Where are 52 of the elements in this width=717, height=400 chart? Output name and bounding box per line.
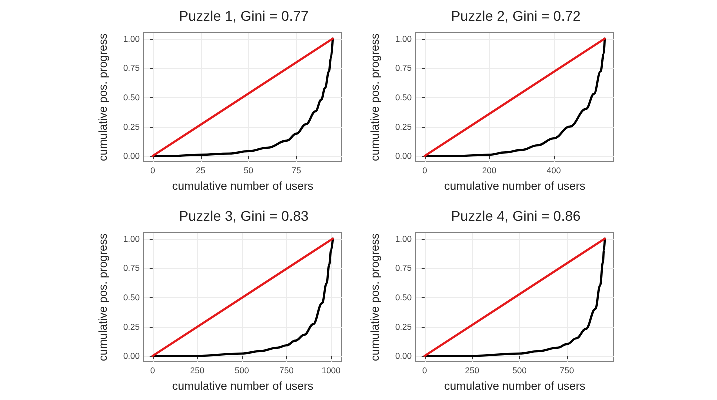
x-tick-label: 0 [422, 166, 428, 176]
y-tick-label: 0.75 [395, 63, 412, 74]
x-axis-title: cumulative number of users [172, 181, 314, 193]
y-tick-label: 0.50 [395, 92, 412, 102]
y-tick-label: 0.25 [395, 322, 412, 332]
x-tick-label: 1000 [322, 366, 342, 376]
x-tick-label: 0 [422, 366, 428, 376]
chart-title: Puzzle 1, Gini = 0.77 [179, 8, 309, 24]
x-tick-label: 250 [190, 366, 205, 376]
x-tick-label: 0 [150, 366, 156, 376]
y-tick-label: 0.50 [395, 292, 412, 302]
y-tick-label: 1.00 [123, 234, 140, 244]
line-series [152, 38, 334, 158]
x-axis-title: cumulative number of users [444, 181, 586, 193]
y-tick-label: 0.75 [123, 63, 140, 74]
y-tick-label: 0.25 [395, 122, 412, 132]
y-tick-label: 0.00 [123, 351, 140, 362]
chart-title: Puzzle 3, Gini = 0.83 [179, 208, 309, 224]
y-tick-label: 1.00 [395, 34, 412, 44]
x-tick-label: 200 [482, 166, 497, 176]
x-tick-label: 500 [235, 366, 250, 376]
y-tick-label: 0.00 [395, 351, 412, 362]
y-tick-label: 0.50 [123, 92, 140, 102]
y-tick-label: 0.00 [395, 151, 412, 162]
x-tick-label: 50 [244, 166, 254, 176]
y-tick-label: 0.25 [123, 122, 140, 132]
line-series [424, 38, 606, 158]
y-tick-label: 0.50 [123, 292, 140, 302]
x-tick-label: 750 [280, 366, 294, 376]
y-tick-label: 1.00 [123, 34, 140, 44]
x-tick-label: 500 [512, 366, 528, 376]
y-tick-label: 0.25 [123, 322, 140, 332]
chart-title: Puzzle 4, Gini = 0.86 [451, 208, 581, 224]
x-tick-label: 750 [560, 366, 575, 376]
line-series [152, 238, 334, 358]
x-axis-title: cumulative number of users [444, 381, 586, 393]
y-axis-title: cumulative pos. progress [370, 33, 382, 162]
y-axis-title: cumulative pos. progress [98, 33, 110, 162]
x-tick-label: 25 [196, 166, 206, 176]
y-axis-title: cumulative pos. progress [370, 233, 382, 362]
line-series [424, 238, 606, 358]
y-tick-label: 0.00 [123, 151, 140, 162]
x-tick-label: 400 [546, 166, 562, 176]
y-tick-label: 0.75 [123, 263, 140, 274]
chart-title: Puzzle 2, Gini = 0.72 [451, 8, 581, 24]
x-tick-label: 0 [150, 166, 156, 176]
x-tick-label: 250 [465, 366, 480, 376]
x-tick-label: 75 [292, 166, 302, 176]
y-tick-label: 1.00 [395, 234, 412, 244]
y-axis-title: cumulative pos. progress [98, 233, 110, 362]
y-tick-label: 0.75 [395, 263, 412, 274]
x-axis-title: cumulative number of users [172, 381, 314, 393]
